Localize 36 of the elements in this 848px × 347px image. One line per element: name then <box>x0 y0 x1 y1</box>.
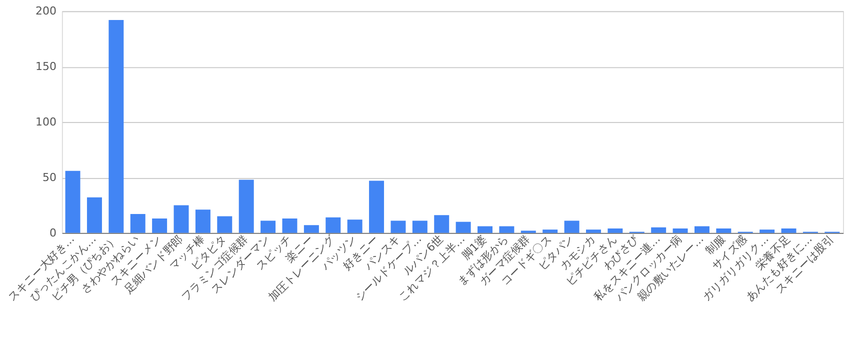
bar <box>564 220 580 233</box>
bar <box>108 20 124 233</box>
bar <box>651 227 666 233</box>
bar <box>390 220 406 233</box>
bar <box>412 220 428 233</box>
bar <box>326 217 341 233</box>
y-tick-label: 200 <box>35 4 56 18</box>
bar <box>347 220 362 233</box>
y-tick-label: 100 <box>35 116 56 129</box>
bar <box>86 197 102 233</box>
bar <box>217 216 232 233</box>
bar <box>65 170 80 233</box>
bar <box>499 226 514 233</box>
bar <box>130 214 146 233</box>
bar <box>456 222 471 233</box>
bar <box>434 215 450 233</box>
bar <box>195 210 210 233</box>
bar <box>542 230 558 233</box>
bar <box>781 228 796 233</box>
bar <box>478 226 493 233</box>
bar <box>694 226 710 233</box>
bar <box>238 180 254 233</box>
bar <box>586 230 601 233</box>
bar <box>760 230 775 233</box>
bar <box>304 225 319 233</box>
bar <box>260 220 276 233</box>
bar <box>608 228 623 233</box>
bar <box>716 228 732 233</box>
bar <box>369 180 384 233</box>
y-tick-label: 150 <box>35 60 56 74</box>
bar <box>282 218 298 233</box>
bar <box>672 228 688 233</box>
bar <box>174 205 189 233</box>
y-tick-label: 50 <box>42 170 56 184</box>
y-tick-label: 0 <box>49 226 56 240</box>
bar <box>152 218 168 233</box>
